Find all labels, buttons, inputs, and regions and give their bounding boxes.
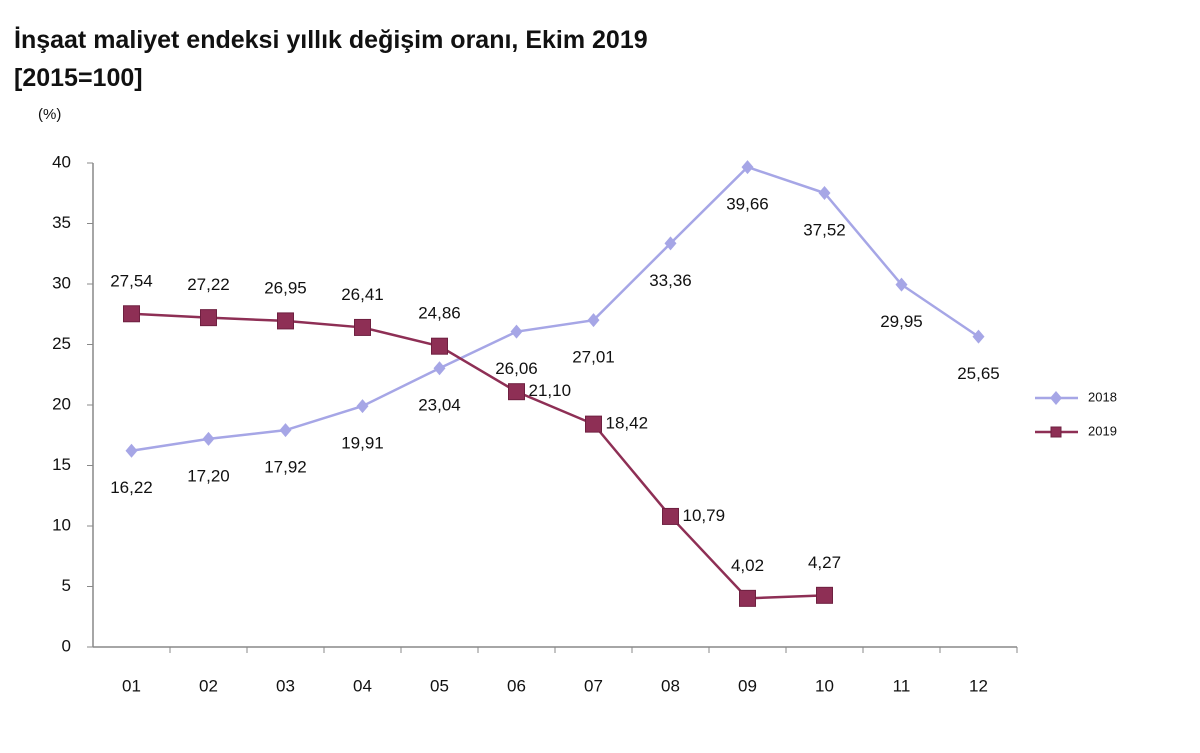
data-label: 18,42: [606, 414, 649, 433]
chart-subtitle: [2015=100]: [14, 64, 143, 92]
data-label: 24,86: [418, 304, 461, 323]
x-tick-label: 01: [122, 676, 141, 695]
data-label: 26,95: [264, 278, 307, 297]
marker: [510, 324, 523, 339]
y-tick-label: 0: [62, 636, 71, 655]
data-label: 25,65: [957, 364, 1000, 383]
data-label: 26,41: [341, 285, 384, 304]
data-label: 26,06: [495, 359, 538, 378]
marker: [587, 313, 600, 328]
data-label: 21,10: [529, 381, 572, 400]
data-label: 39,66: [726, 195, 769, 214]
chart-title: İnşaat maliyet endeksi yıllık değişim or…: [14, 26, 648, 54]
marker: [741, 160, 754, 175]
x-tick-label: 07: [584, 676, 603, 695]
y-tick-label: 5: [62, 576, 71, 595]
y-tick-label: 30: [52, 273, 71, 292]
legend-label: 2019: [1088, 423, 1117, 438]
data-label: 27,01: [572, 348, 615, 367]
data-label: 17,20: [187, 466, 230, 485]
marker: [739, 589, 756, 607]
marker: [279, 423, 292, 438]
marker: [816, 586, 833, 604]
data-label: 4,02: [731, 556, 764, 575]
data-label: 17,92: [264, 458, 307, 477]
data-label: 27,54: [110, 271, 153, 290]
x-tick-label: 09: [738, 676, 757, 695]
marker: [431, 337, 448, 355]
data-label: 19,91: [341, 434, 384, 453]
x-tick-label: 04: [353, 676, 372, 695]
legend-marker: [1050, 391, 1062, 405]
y-tick-label: 15: [52, 455, 71, 474]
marker: [895, 277, 908, 292]
data-label: 23,04: [418, 396, 461, 415]
data-label: 4,27: [808, 553, 841, 572]
marker: [123, 305, 140, 323]
data-label: 33,36: [649, 271, 692, 290]
marker: [433, 361, 446, 376]
legend-marker: [1050, 426, 1062, 438]
x-tick-label: 02: [199, 676, 218, 695]
marker: [125, 443, 138, 458]
data-label: 16,22: [110, 478, 153, 497]
y-tick-label: 35: [52, 213, 71, 232]
data-label: 29,95: [880, 312, 923, 331]
marker: [972, 329, 985, 344]
legend-label: 2018: [1088, 389, 1117, 404]
y-tick-label: 20: [52, 394, 71, 413]
marker: [202, 431, 215, 446]
y-tick-label: 10: [52, 515, 71, 534]
series-line: [131, 312, 825, 600]
x-tick-label: 05: [430, 676, 449, 695]
marker: [277, 312, 294, 330]
data-label: 37,52: [803, 220, 846, 239]
x-tick-label: 06: [507, 676, 526, 695]
marker: [356, 399, 369, 414]
marker: [585, 415, 602, 433]
marker: [354, 318, 371, 336]
y-tick-label: 40: [52, 152, 71, 171]
marker: [818, 186, 831, 201]
x-tick-label: 03: [276, 676, 295, 695]
marker: [664, 236, 677, 251]
marker: [200, 309, 217, 327]
x-tick-label: 08: [661, 676, 680, 695]
data-label: 10,79: [683, 506, 726, 525]
y-axis-label: (%): [38, 106, 61, 123]
marker: [662, 507, 679, 525]
x-tick-label: 12: [969, 676, 988, 695]
x-tick-label: 11: [893, 676, 911, 695]
y-tick-label: 25: [52, 334, 71, 353]
series-line: [131, 165, 980, 452]
data-label: 27,22: [187, 275, 230, 294]
marker: [508, 383, 525, 401]
x-tick-label: 10: [815, 676, 834, 695]
